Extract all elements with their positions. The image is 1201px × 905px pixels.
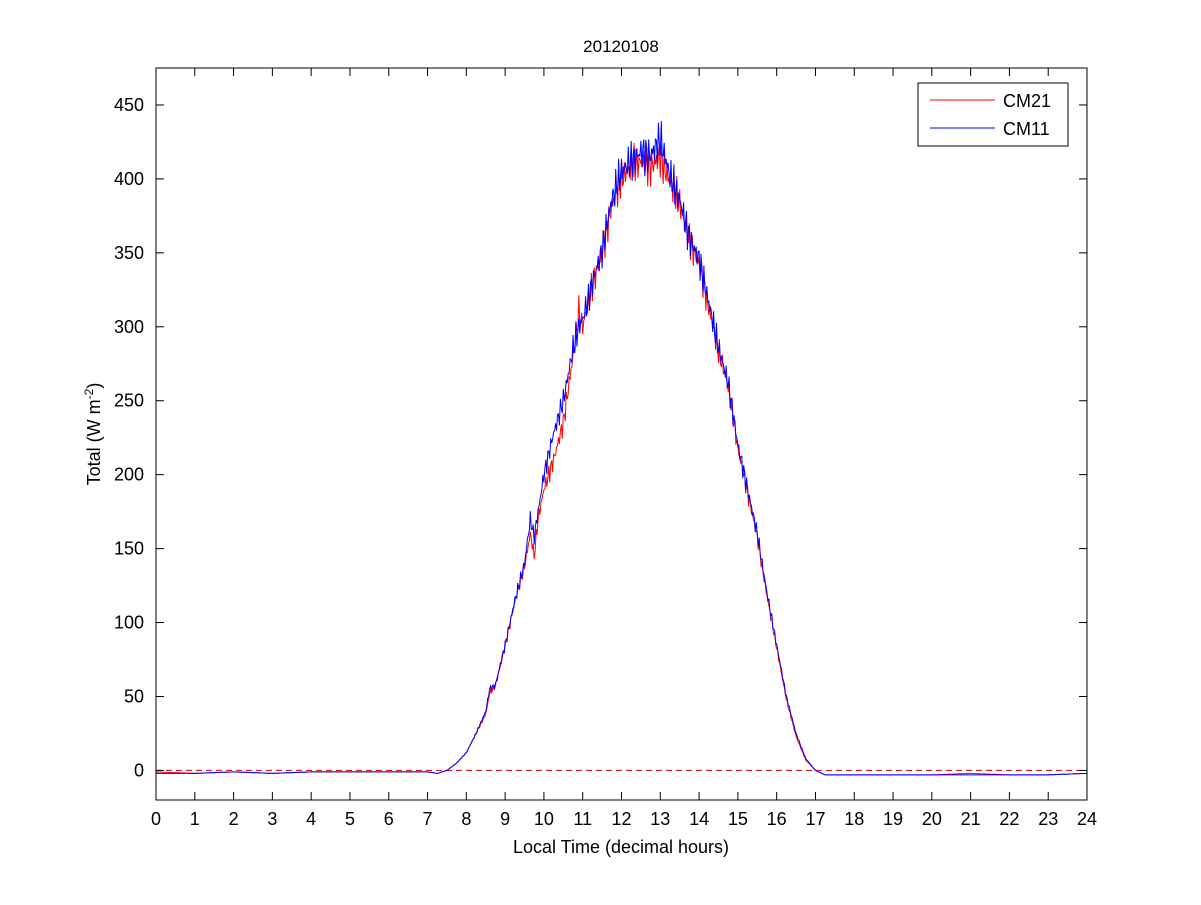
x-tick-label: 6 [384, 809, 394, 829]
legend-label-cm21: CM21 [1003, 91, 1051, 111]
x-axis-label: Local Time (decimal hours) [513, 837, 729, 857]
x-tick-label: 16 [767, 809, 787, 829]
x-tick-label: 20 [922, 809, 942, 829]
x-tick-label: 14 [689, 809, 709, 829]
legend-box [917, 82, 1069, 147]
x-tick-label: 18 [844, 809, 864, 829]
x-tick-label: 17 [805, 809, 825, 829]
x-tick-label: 22 [999, 809, 1019, 829]
x-tick-label: 11 [573, 809, 592, 829]
x-tick-label: 1 [190, 809, 200, 829]
legend: CM21 CM11 [917, 82, 1069, 147]
y-tick-label: 300 [114, 317, 144, 337]
y-axis-label: Total (W m-2) [82, 383, 104, 486]
y-tick-label: 250 [114, 391, 144, 411]
y-axis-label-end: ) [84, 383, 104, 389]
y-tick-label: 50 [124, 686, 144, 706]
x-tick-label: 10 [534, 809, 554, 829]
x-tick-label: 15 [728, 809, 748, 829]
x-tick-label: 21 [961, 809, 981, 829]
x-tick-label: 8 [461, 809, 471, 829]
y-tick-label: 400 [114, 169, 144, 189]
x-tick-label: 12 [611, 809, 631, 829]
x-tick-label: 9 [500, 809, 510, 829]
y-tick-label: 200 [114, 465, 144, 485]
y-tick-label: 150 [114, 539, 144, 559]
y-axis-label-main: Total (W m [84, 399, 104, 485]
y-tick-label: 450 [114, 95, 144, 115]
x-tick-label: 0 [151, 809, 161, 829]
x-tick-label: 13 [650, 809, 670, 829]
x-tick-label: 19 [883, 809, 903, 829]
series-line-cm21 [156, 142, 1087, 776]
x-tick-label: 4 [306, 809, 316, 829]
series-line-cm11 [156, 121, 1087, 776]
y-axis-label-sup: -2 [82, 388, 96, 399]
x-tick-label: 5 [345, 809, 355, 829]
x-tick-label: 23 [1038, 809, 1058, 829]
y-tick-label: 0 [134, 760, 144, 780]
y-tick-label: 350 [114, 243, 144, 263]
legend-label-cm11: CM11 [1003, 119, 1050, 139]
x-tick-label: 3 [267, 809, 277, 829]
y-tick-label: 100 [114, 613, 144, 633]
x-tick-label: 7 [423, 809, 433, 829]
chart-title: 20120108 [583, 37, 659, 56]
x-tick-label: 2 [229, 809, 239, 829]
x-tick-label: 24 [1077, 809, 1097, 829]
